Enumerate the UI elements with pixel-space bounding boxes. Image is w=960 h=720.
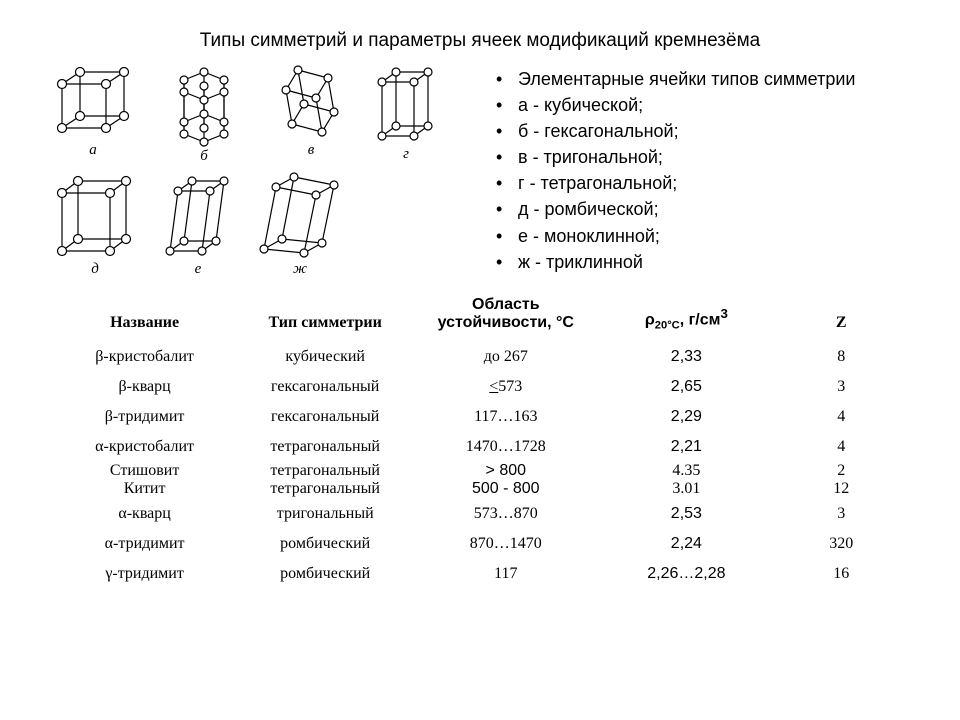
- cell-sym: кубический: [239, 342, 411, 372]
- cell-sym: гексагональный: [239, 402, 411, 432]
- cell-rho: 2,26…2,28: [600, 559, 772, 589]
- page-title: Типы симметрий и параметры ячеек модифик…: [50, 30, 910, 52]
- cell-z: 4: [772, 432, 910, 462]
- cell-name: α-кристобалит: [50, 432, 239, 462]
- diagram-g: г: [370, 62, 442, 165]
- cell-sym: тетрагональный: [239, 432, 411, 462]
- diagram-e: е: [160, 169, 236, 278]
- table-body: β-кристобалиткубическийдо 2672,338β-квар…: [50, 342, 910, 589]
- cell-stab: 870…1470: [411, 529, 600, 559]
- diagram-g-label: г: [403, 146, 409, 162]
- table-row: β-кварцгексагональный<5732,653: [50, 372, 910, 402]
- bullet-item: г - тетрагональной;: [490, 170, 910, 196]
- upper-block: а: [50, 62, 910, 282]
- cell-rho: 2,65: [600, 372, 772, 402]
- table-row: α-кварцтригональный573…8702,533: [50, 499, 910, 529]
- cell-stab: 573…870: [411, 499, 600, 529]
- diagram-a: а: [50, 62, 136, 165]
- cell-z: 12: [772, 480, 910, 498]
- cell-z: 3: [772, 372, 910, 402]
- cell-sym: тетрагональный: [239, 462, 411, 480]
- table-row: γ-тридимитромбический1172,26…2,2816: [50, 559, 910, 589]
- th-stab: Область устойчивости, °С: [411, 292, 600, 342]
- cell-name: β-тридимит: [50, 402, 239, 432]
- lattice-diagrams: а: [50, 62, 470, 282]
- cell-rho: 2,29: [600, 402, 772, 432]
- diagram-zh-label: ж: [293, 261, 307, 277]
- table-row: α-тридимитромбический870…14702,24320: [50, 529, 910, 559]
- cell-rho: 2,33: [600, 342, 772, 372]
- cell-rho: 2,53: [600, 499, 772, 529]
- diagram-d-label: д: [91, 261, 99, 277]
- th-name: Название: [50, 292, 239, 342]
- cell-rho: 2,24: [600, 529, 772, 559]
- cell-rho: 2,21: [600, 432, 772, 462]
- table-row: α-кристобалиттетрагональный1470…17282,21…: [50, 432, 910, 462]
- cell-stab: <573: [411, 372, 600, 402]
- cell-sym: тетрагональный: [239, 480, 411, 498]
- bullet-item: е - моноклинной;: [490, 223, 910, 249]
- cell-stab: 500 - 800: [411, 480, 600, 498]
- bullet-item: д - ромбической;: [490, 196, 910, 222]
- cell-name: Стишовит: [50, 462, 239, 480]
- cell-name: α-тридимит: [50, 529, 239, 559]
- cell-sym: ромбический: [239, 529, 411, 559]
- bullet-item: в - тригональной;: [490, 144, 910, 170]
- diagram-d: д: [50, 169, 140, 278]
- cell-stab: 117: [411, 559, 600, 589]
- cell-name: β-кристобалит: [50, 342, 239, 372]
- cell-stab: 117…163: [411, 402, 600, 432]
- cell-sym: тригональный: [239, 499, 411, 529]
- silica-table: Название Тип симметрии Область устойчиво…: [50, 292, 910, 589]
- bullet-list: Элементарные ячейки типов симметрии а - …: [490, 62, 910, 282]
- cell-name: β-кварц: [50, 372, 239, 402]
- cell-rho: 3.01: [600, 480, 772, 498]
- diagram-v: в: [272, 62, 350, 165]
- table-row: β-кристобалиткубическийдо 2672,338: [50, 342, 910, 372]
- cell-z: 4: [772, 402, 910, 432]
- th-stab-l1: Область: [472, 296, 540, 313]
- th-rho: ρ20°С, г/см3: [600, 292, 772, 342]
- th-stab-l2: устойчивости, °С: [438, 314, 574, 331]
- table-row: β-тридимитгексагональный117…1632,294: [50, 402, 910, 432]
- bullet-item: ж - триклинной: [490, 249, 910, 275]
- cell-sym: гексагональный: [239, 372, 411, 402]
- bullet-header: Элементарные ячейки типов симметрии: [490, 66, 910, 92]
- table-row: Кититтетрагональный500 - 8003.0112: [50, 480, 910, 498]
- cell-z: 2: [772, 462, 910, 480]
- th-z: Z: [772, 292, 910, 342]
- cell-name: Китит: [50, 480, 239, 498]
- table-row: Стишовиттетрагональный> 8004.352: [50, 462, 910, 480]
- th-sym: Тип симметрии: [239, 292, 411, 342]
- cell-z: 3: [772, 499, 910, 529]
- cell-sym: ромбический: [239, 559, 411, 589]
- bullet-item: а - кубической;: [490, 92, 910, 118]
- cell-z: 320: [772, 529, 910, 559]
- bullet-item: б - гексагональной;: [490, 118, 910, 144]
- cell-stab: 1470…1728: [411, 432, 600, 462]
- diagram-zh: ж: [256, 169, 344, 278]
- diagram-v-label: в: [308, 142, 315, 158]
- diagram-a-label: а: [89, 142, 97, 158]
- cell-name: α-кварц: [50, 499, 239, 529]
- diagram-b-label: б: [200, 148, 208, 164]
- cell-z: 8: [772, 342, 910, 372]
- cell-z: 16: [772, 559, 910, 589]
- cell-rho: 4.35: [600, 462, 772, 480]
- cell-stab: > 800: [411, 462, 600, 480]
- diagram-e-label: е: [195, 261, 202, 277]
- diagram-b: б: [156, 62, 252, 165]
- cell-name: γ-тридимит: [50, 559, 239, 589]
- cell-stab: до 267: [411, 342, 600, 372]
